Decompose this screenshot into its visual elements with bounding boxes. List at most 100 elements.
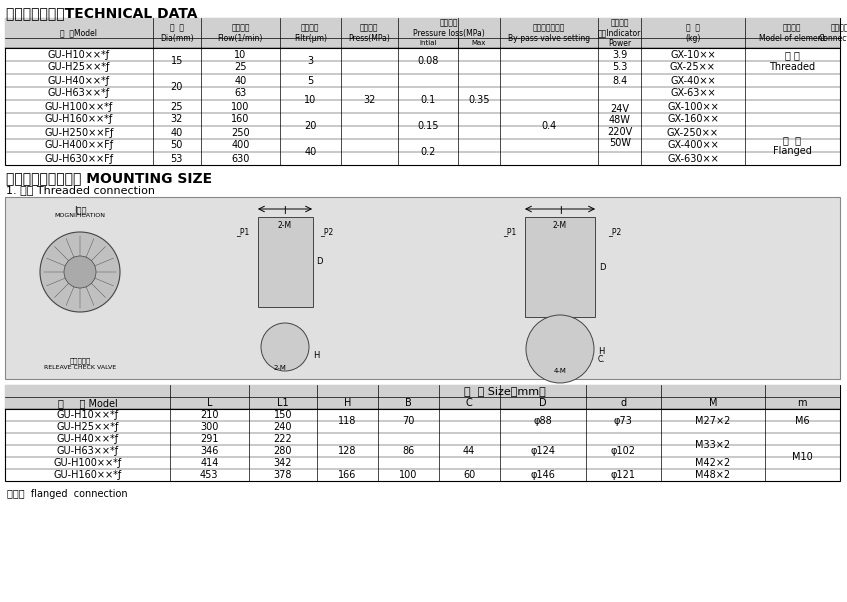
Circle shape [64, 256, 96, 288]
Text: 44: 44 [463, 446, 475, 456]
Text: Intial: Intial [419, 40, 437, 46]
Text: D: D [317, 258, 323, 267]
Text: 346: 346 [200, 446, 219, 456]
Text: 2-M: 2-M [274, 365, 286, 371]
Text: GU-H400××Fƒ: GU-H400××Fƒ [44, 140, 113, 150]
Bar [5, 197, 840, 379]
Text: GU-H160××*ƒ: GU-H160××*ƒ [53, 470, 122, 480]
Text: 10: 10 [304, 95, 317, 105]
Text: 40: 40 [170, 128, 183, 137]
Text: 15: 15 [170, 56, 183, 66]
Text: C: C [466, 398, 473, 408]
Text: GX-400××: GX-400×× [667, 140, 719, 150]
Text: m: m [798, 398, 807, 408]
Text: _P2: _P2 [320, 227, 334, 236]
Text: 滤芯型号
Model of element: 滤芯型号 Model of element [759, 23, 826, 43]
Text: φ124: φ124 [530, 446, 555, 456]
Text: 法  兰
Flanged: 法 兰 Flanged [772, 135, 811, 157]
Text: 0.08: 0.08 [418, 56, 439, 66]
Text: 旁通阀开启压力
By-pass valve setting: 旁通阀开启压力 By-pass valve setting [508, 23, 590, 43]
Text: φ73: φ73 [614, 416, 633, 426]
Text: 通  径
Dia(mm): 通 径 Dia(mm) [160, 23, 194, 43]
Bar [5, 18, 840, 48]
Text: GU-H100××*ƒ: GU-H100××*ƒ [53, 458, 122, 468]
Text: φ102: φ102 [611, 446, 636, 456]
Text: 5: 5 [307, 75, 313, 85]
Text: 20: 20 [170, 82, 183, 92]
Circle shape [261, 323, 309, 371]
Text: _P1: _P1 [236, 227, 250, 236]
Text: 300: 300 [200, 422, 219, 432]
Text: D: D [539, 398, 546, 408]
Text: 280: 280 [274, 446, 292, 456]
Text: 70: 70 [402, 416, 414, 426]
Text: GU-H250××Fƒ: GU-H250××Fƒ [44, 128, 113, 137]
Text: 63: 63 [235, 88, 246, 99]
Text: GX-63××: GX-63×× [670, 88, 716, 99]
Text: H: H [313, 350, 319, 359]
Text: 160: 160 [231, 114, 250, 125]
Text: φ121: φ121 [611, 470, 636, 480]
Text: GX-630××: GX-630×× [667, 154, 719, 164]
Text: GX-10××: GX-10×× [670, 49, 716, 60]
Text: 法兰式  flanged  connection: 法兰式 flanged connection [7, 489, 128, 499]
Text: 240: 240 [274, 422, 292, 432]
Bar [5, 397, 840, 409]
Text: 发訊装置
功率Indicator
Power: 发訊装置 功率Indicator Power [598, 18, 641, 48]
Circle shape [526, 315, 594, 383]
Text: H: H [344, 398, 351, 408]
Text: 32: 32 [170, 114, 183, 125]
Text: 166: 166 [338, 470, 357, 480]
Circle shape [40, 232, 120, 312]
Text: 100: 100 [399, 470, 418, 480]
Text: 过滤精度
Filtr(μm): 过滤精度 Filtr(μm) [294, 23, 327, 43]
Text: GU-H100××*ƒ: GU-H100××*ƒ [45, 102, 113, 111]
Text: 0.4: 0.4 [541, 121, 556, 131]
Text: 32: 32 [363, 95, 375, 105]
Text: l: l [559, 206, 562, 216]
Text: GU-H63××*ƒ: GU-H63××*ƒ [57, 446, 119, 456]
Text: 2-M: 2-M [553, 221, 567, 230]
Text: 453: 453 [200, 470, 219, 480]
Text: 4-M: 4-M [554, 368, 567, 374]
Text: 5.3: 5.3 [612, 63, 628, 72]
Text: D: D [599, 262, 606, 272]
Text: 公称压力
Press(MPa): 公称压力 Press(MPa) [348, 23, 390, 43]
Text: GX-250××: GX-250×× [667, 128, 719, 137]
Text: 342: 342 [274, 458, 292, 468]
Text: GU-H25××*ƒ: GU-H25××*ƒ [47, 63, 110, 72]
Text: 414: 414 [200, 458, 219, 468]
Text: 3.9: 3.9 [612, 49, 628, 60]
Text: C.: C. [598, 355, 606, 364]
Text: l: l [284, 206, 286, 216]
Text: 管 式
Threaded: 管 式 Threaded [769, 50, 816, 72]
Text: 阴通止回阀: 阴通止回阀 [69, 357, 91, 364]
Text: 128: 128 [338, 446, 357, 456]
Text: 118: 118 [338, 416, 357, 426]
Text: 8.4: 8.4 [612, 75, 628, 85]
Text: d: d [620, 398, 626, 408]
Text: 1. 管式 Threaded connection: 1. 管式 Threaded connection [6, 185, 155, 195]
Text: M: M [709, 398, 717, 408]
Text: 250: 250 [231, 128, 250, 137]
Text: 10: 10 [235, 49, 246, 60]
Text: 210: 210 [200, 410, 219, 420]
Text: 100: 100 [231, 102, 250, 111]
Text: GU-H10××*ƒ: GU-H10××*ƒ [57, 410, 119, 420]
Text: M6: M6 [795, 416, 810, 426]
Text: GU-H40××*ƒ: GU-H40××*ƒ [48, 75, 110, 85]
Bar [525, 217, 595, 317]
Text: GU-H40××*ƒ: GU-H40××*ƒ [57, 434, 119, 444]
Text: M27×2: M27×2 [695, 416, 730, 426]
Text: H: H [598, 347, 605, 356]
Bar [257, 217, 313, 307]
Text: 24V
48W
220V
50W: 24V 48W 220V 50W [607, 104, 633, 149]
Text: 40: 40 [304, 147, 317, 157]
Text: 0.15: 0.15 [418, 121, 439, 131]
Text: （三）技术参数TECHNICAL DATA: （三）技术参数TECHNICAL DATA [6, 6, 197, 20]
Text: 2-M: 2-M [278, 221, 292, 230]
Text: GU-H630××Fƒ: GU-H630××Fƒ [44, 154, 113, 164]
Text: φ88: φ88 [533, 416, 552, 426]
Text: （四）安装外型尺寸 MOUNTING SIZE: （四）安装外型尺寸 MOUNTING SIZE [6, 171, 212, 185]
Text: 86: 86 [402, 446, 414, 456]
